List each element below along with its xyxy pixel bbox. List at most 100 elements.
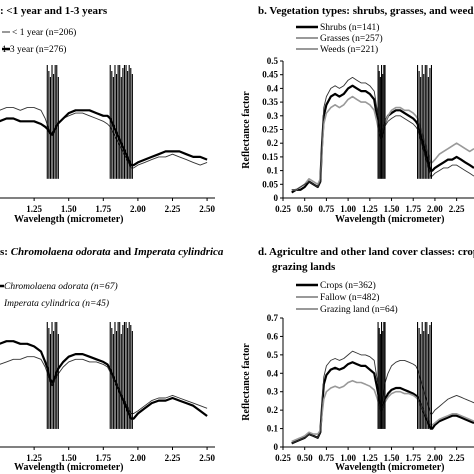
- panel-c-x-tick-label: 1.25: [26, 453, 42, 463]
- panel-b-y-tick-label: 0.4: [267, 83, 279, 93]
- panel-b-y-tick-label: 0.15: [262, 152, 278, 162]
- panel-d-plot: [291, 322, 474, 445]
- panel-c-noise-band-0: [46, 322, 59, 429]
- panel-a-x-tick-label: 2.00: [130, 204, 146, 214]
- panel-c-legend-2: Imperata cylindrica (n=45): [3, 298, 109, 309]
- panel-c-title-species-2: Imperata cylindrica: [133, 246, 224, 258]
- panel-d-x-tick-label: 1.75: [405, 453, 421, 463]
- panel-c-series-1-line: [0, 356, 208, 414]
- panel-b-x-tick-label: 2.25: [449, 204, 465, 214]
- panel-c-noise-band-1: [109, 322, 133, 429]
- panel-d-y-ticks: 0 0.1 0.2 0.3 0.4 0.5 0.6 0.7: [267, 313, 283, 452]
- panel-b-y-tick-label: 0.35: [262, 97, 278, 107]
- panel-d-x-tick-label: 0.75: [319, 453, 335, 463]
- panel-b-y-tick-label: 0.1: [267, 166, 279, 176]
- panel-d-x-tick-label: 2.00: [427, 453, 443, 463]
- panel-b-x-label: Wavelength (micrometer): [335, 214, 445, 225]
- panel-b-x-tick-label: 0.50: [297, 204, 313, 214]
- panel-a-noise-band-0: [46, 65, 59, 179]
- panel-b-legend-1: Shrubs (n=141): [320, 22, 379, 33]
- panel-b-plot: [291, 65, 474, 194]
- panel-c-series-0-line: [0, 340, 208, 420]
- panel-d-y-tick-label: 0.4: [267, 368, 279, 378]
- panel-d-y-tick-label: 0.1: [267, 424, 279, 434]
- panel-a-x-label: Wavelength (micrometer): [14, 214, 124, 225]
- panel-c-legend: Chromolaena odorata (n=67) Imperata cyli…: [0, 281, 118, 309]
- panel-c-plot: [0, 322, 208, 429]
- panel-d-noise-band-0: [377, 322, 386, 429]
- panel-a-legend-2: 1-3 year (n=276): [2, 44, 66, 55]
- panel-a-noise-band-1: [109, 65, 133, 179]
- panel-c-x-label: Wavelength (micrometer): [14, 462, 124, 473]
- panel-c-legend-1: Chromolaena odorata (n=67): [4, 281, 118, 292]
- panel-b-x-tick-label: 1.75: [405, 204, 421, 214]
- panel-b-y-tick-label: 0.45: [262, 70, 278, 80]
- panel-c-x-tick-label: 2.50: [199, 453, 215, 463]
- panel-b-y-tick-label: 0.3: [267, 111, 279, 121]
- panel-d-x-label: Wavelength (micrometer): [335, 462, 445, 473]
- panel-d-legend-2: Fallow (n=482): [320, 292, 379, 303]
- panel-d-y-tick-label: 0.5: [267, 350, 279, 360]
- panel-b-x-tick-label: 0.75: [319, 204, 335, 214]
- panel-b-legend-3: Weeds (n=221): [320, 44, 378, 55]
- panel-b-y-tick-label: 0.2: [267, 138, 279, 148]
- panel-b-y-tick-label: 0.25: [262, 125, 278, 135]
- panel-a-legend: < 1 year (n=206) 1-3 year (n=276): [2, 27, 76, 55]
- panel-a-plot: [0, 65, 208, 179]
- panel-c-title-species-1: Chromolaena odorata: [11, 246, 111, 258]
- panel-c-x-tick-label: 2.25: [165, 453, 181, 463]
- panel-b-noise-band-1: [417, 65, 433, 179]
- panel-d-legend: Crops (n=362) Fallow (n=482) Grazing lan…: [296, 280, 398, 315]
- panel-c-x-tick-label: 2.00: [130, 453, 146, 463]
- panel-b-noise-band-0: [377, 65, 386, 179]
- panel-a-x-ticks: 1.25 1.50 1.75 2.00 2.25 2.50: [26, 198, 215, 214]
- panel-c-title-mid: and: [111, 246, 134, 258]
- panel-d-title-line2: grazing lands: [272, 261, 336, 273]
- panel-b-y-tick-label: 0.5: [267, 56, 279, 66]
- panel-a-x-tick-label: 1.50: [61, 204, 77, 214]
- panel-b-x-ticks: 0.25 0.50 0.75 1.00 1.25 1.50 1.75 2.00 2.25: [275, 198, 465, 214]
- panel-a-x-tick-label: 1.25: [26, 204, 42, 214]
- panel-d-y-tick-label: 0.2: [267, 405, 279, 415]
- panel-d: d. Agricultre and other land cover class…: [241, 246, 474, 473]
- panel-b-y-ticks: 0 0.05 0.1 0.15 0.2 0.25 0.3 0.35 0.4 0.45 0.5: [262, 56, 283, 203]
- panel-d-legend-3: Grazing land (n=64): [320, 304, 398, 315]
- panel-d-title: d. Agricultre and other land cover class…: [258, 246, 474, 258]
- panel-a-legend-1: < 1 year (n=206): [12, 27, 76, 38]
- panel-b-y-label: Reflectance factor: [241, 91, 252, 169]
- panel-d-x-tick-label: 2.25: [449, 453, 465, 463]
- panel-d-y-tick-label: 0.7: [267, 313, 279, 323]
- panel-c-x-tick-label: 1.50: [61, 453, 77, 463]
- panel-d-x-tick-label: 0.50: [297, 453, 313, 463]
- panel-d-y-label: Reflectance factor: [241, 343, 252, 421]
- panel-a-series-1-line: [0, 109, 208, 167]
- panel-a-series-0-line: [0, 107, 208, 169]
- panel-d-legend-1: Crops (n=362): [320, 280, 376, 291]
- panel-d-x-tick-label: 0.25: [275, 453, 291, 463]
- panel-b-x-tick-label: 1.50: [384, 204, 400, 214]
- panel-d-y-tick-label: 0.6: [267, 331, 279, 341]
- panel-d-x-ticks: 0.25 0.50 0.75 1.00 1.25 1.50 1.75 2.00 2.25: [275, 447, 465, 463]
- panel-b-x-tick-label: 1.00: [340, 204, 356, 214]
- panel-b-y-tick-label: 0: [274, 193, 279, 203]
- panel-d-y-tick-label: 0.3: [267, 387, 279, 397]
- panel-a-x-tick-label: 1.75: [95, 204, 111, 214]
- panel-b-x-tick-label: 2.00: [427, 204, 443, 214]
- panel-d-y-tick-label: 0: [274, 442, 279, 452]
- panel-c-x-ticks: 1.25 1.50 1.75 2.00 2.25 2.50: [26, 447, 215, 463]
- panel-d-x-tick-label: 1.50: [384, 453, 400, 463]
- panel-a-title: : <1 year and 1-3 years: [0, 5, 108, 17]
- panel-b-legend: Shrubs (n=141) Grasses (n=257) Weeds (n=…: [296, 22, 383, 55]
- panel-b-x-tick-label: 1.25: [362, 204, 378, 214]
- panel-c-title-pre: s:: [0, 246, 11, 258]
- panel-b-title: b. Vegetation types: shrubs, grasses, an…: [258, 5, 473, 17]
- panel-a-x-tick-label: 2.50: [199, 204, 215, 214]
- panel-b-legend-2: Grasses (n=257): [320, 33, 383, 44]
- panel-a: : <1 year and 1-3 years < 1 year (n=206)…: [0, 5, 215, 225]
- panel-d-x-tick-label: 1.25: [362, 453, 378, 463]
- panel-a-x-tick-label: 2.25: [165, 204, 181, 214]
- panel-c: s: Chromolaena odorata and Imperata cyli…: [0, 246, 224, 473]
- panel-c-x-tick-label: 1.75: [95, 453, 111, 463]
- panel-d-noise-band-1: [417, 322, 433, 429]
